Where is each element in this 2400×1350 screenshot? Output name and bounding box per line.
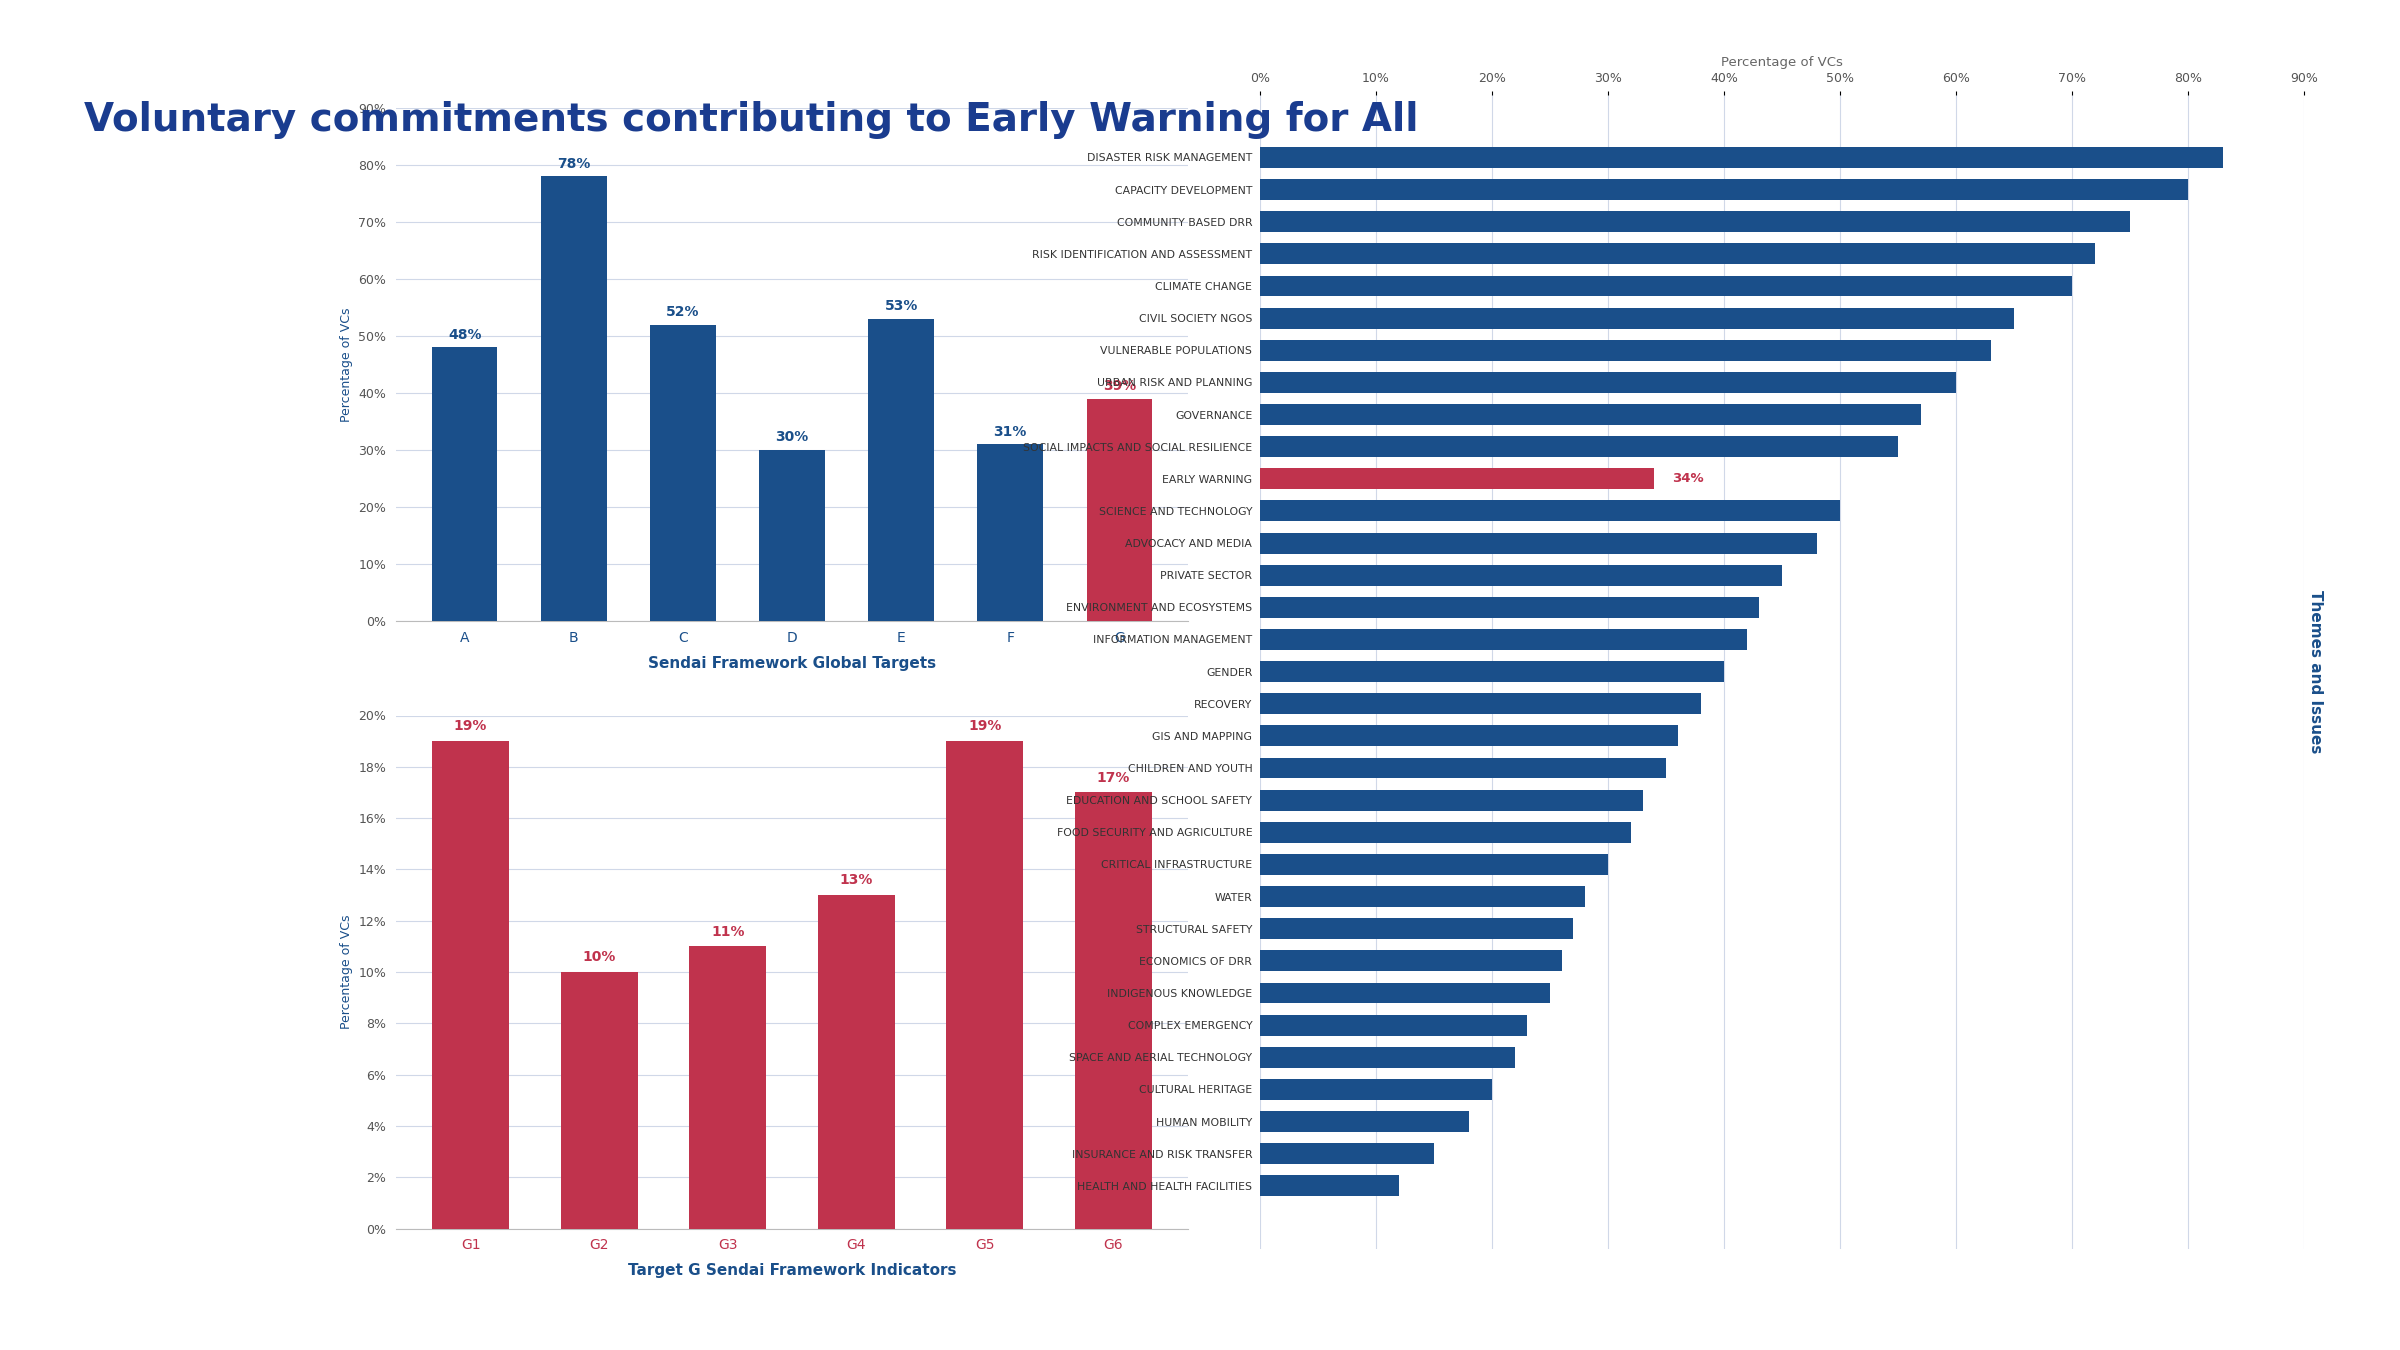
Text: 54: 54 bbox=[144, 159, 242, 230]
Text: 17%: 17% bbox=[1097, 771, 1130, 784]
Text: 31%: 31% bbox=[994, 425, 1027, 439]
Bar bbox=[1260, 822, 1632, 842]
Bar bbox=[1260, 950, 1562, 971]
Bar bbox=[1260, 918, 1574, 940]
Bar bbox=[1260, 147, 2222, 167]
Bar bbox=[946, 741, 1022, 1228]
X-axis label: Percentage of VCs: Percentage of VCs bbox=[1721, 55, 1843, 69]
Text: 19%: 19% bbox=[454, 720, 487, 733]
Bar bbox=[1260, 1046, 1514, 1068]
Bar bbox=[758, 450, 826, 621]
Text: 13%: 13% bbox=[840, 873, 874, 887]
Text: 10%: 10% bbox=[583, 950, 617, 964]
Text: 39%: 39% bbox=[1102, 379, 1135, 393]
Text: Implementers: Implementers bbox=[122, 871, 264, 888]
Bar bbox=[977, 444, 1044, 621]
Bar bbox=[1260, 662, 1723, 682]
Text: Participating
Organizations: Participating Organizations bbox=[122, 570, 264, 609]
Bar bbox=[1075, 792, 1152, 1228]
Text: Voluntary commitments contributing to Early Warning for All: Voluntary commitments contributing to Ea… bbox=[84, 101, 1418, 139]
Text: 78%: 78% bbox=[557, 157, 590, 170]
Text: 52%: 52% bbox=[667, 305, 701, 319]
Y-axis label: Percentage of VCs: Percentage of VCs bbox=[341, 308, 353, 421]
Bar bbox=[650, 324, 715, 621]
Text: Voluntary
Commitments: Voluntary Commitments bbox=[122, 279, 264, 319]
Bar bbox=[1260, 886, 1584, 907]
Text: 454: 454 bbox=[118, 450, 269, 520]
Bar bbox=[432, 347, 497, 621]
Bar bbox=[540, 177, 607, 621]
Bar bbox=[1260, 564, 1781, 586]
Y-axis label: Themes and Issues: Themes and Issues bbox=[2309, 590, 2323, 753]
Text: 19%: 19% bbox=[967, 720, 1001, 733]
Bar bbox=[869, 319, 934, 621]
Bar bbox=[1260, 243, 2095, 265]
Bar bbox=[1260, 340, 1992, 360]
Bar bbox=[1260, 373, 1956, 393]
Bar bbox=[1260, 468, 1654, 489]
Bar bbox=[1087, 398, 1152, 621]
Bar bbox=[1260, 790, 1642, 810]
Bar bbox=[1260, 533, 1817, 554]
X-axis label: Target G Sendai Framework Indicators: Target G Sendai Framework Indicators bbox=[629, 1264, 955, 1278]
Bar bbox=[1260, 855, 1608, 875]
Text: 11%: 11% bbox=[710, 925, 744, 938]
Bar bbox=[1260, 757, 1666, 779]
Text: 382: 382 bbox=[118, 1044, 269, 1114]
Bar bbox=[1260, 725, 1678, 747]
Bar bbox=[1260, 1111, 1469, 1133]
Bar bbox=[1260, 211, 2131, 232]
Bar bbox=[1260, 436, 1898, 458]
Bar bbox=[432, 741, 509, 1228]
Text: Partners: Partners bbox=[149, 1174, 238, 1192]
Bar bbox=[1260, 1079, 1493, 1100]
Bar bbox=[1260, 629, 1747, 649]
Bar bbox=[1260, 1143, 1435, 1164]
X-axis label: Sendai Framework Global Targets: Sendai Framework Global Targets bbox=[648, 656, 936, 671]
Bar bbox=[1260, 180, 2189, 200]
Text: 85: 85 bbox=[144, 740, 242, 810]
Bar bbox=[689, 946, 766, 1228]
Bar bbox=[818, 895, 895, 1228]
Text: 34%: 34% bbox=[1673, 472, 1704, 485]
Bar bbox=[1260, 983, 1550, 1003]
Text: 30%: 30% bbox=[775, 431, 809, 444]
Bar bbox=[1260, 1176, 1399, 1196]
Bar bbox=[1260, 501, 1841, 521]
Bar bbox=[562, 972, 638, 1228]
Text: 53%: 53% bbox=[886, 300, 917, 313]
Bar bbox=[1260, 275, 2071, 297]
Bar bbox=[1260, 597, 1759, 618]
Bar bbox=[1260, 694, 1702, 714]
Bar bbox=[1260, 1015, 1526, 1035]
Y-axis label: Percentage of VCs: Percentage of VCs bbox=[341, 915, 353, 1029]
Bar bbox=[1260, 308, 2014, 328]
Text: 48%: 48% bbox=[449, 328, 482, 342]
Bar bbox=[1260, 404, 1920, 425]
